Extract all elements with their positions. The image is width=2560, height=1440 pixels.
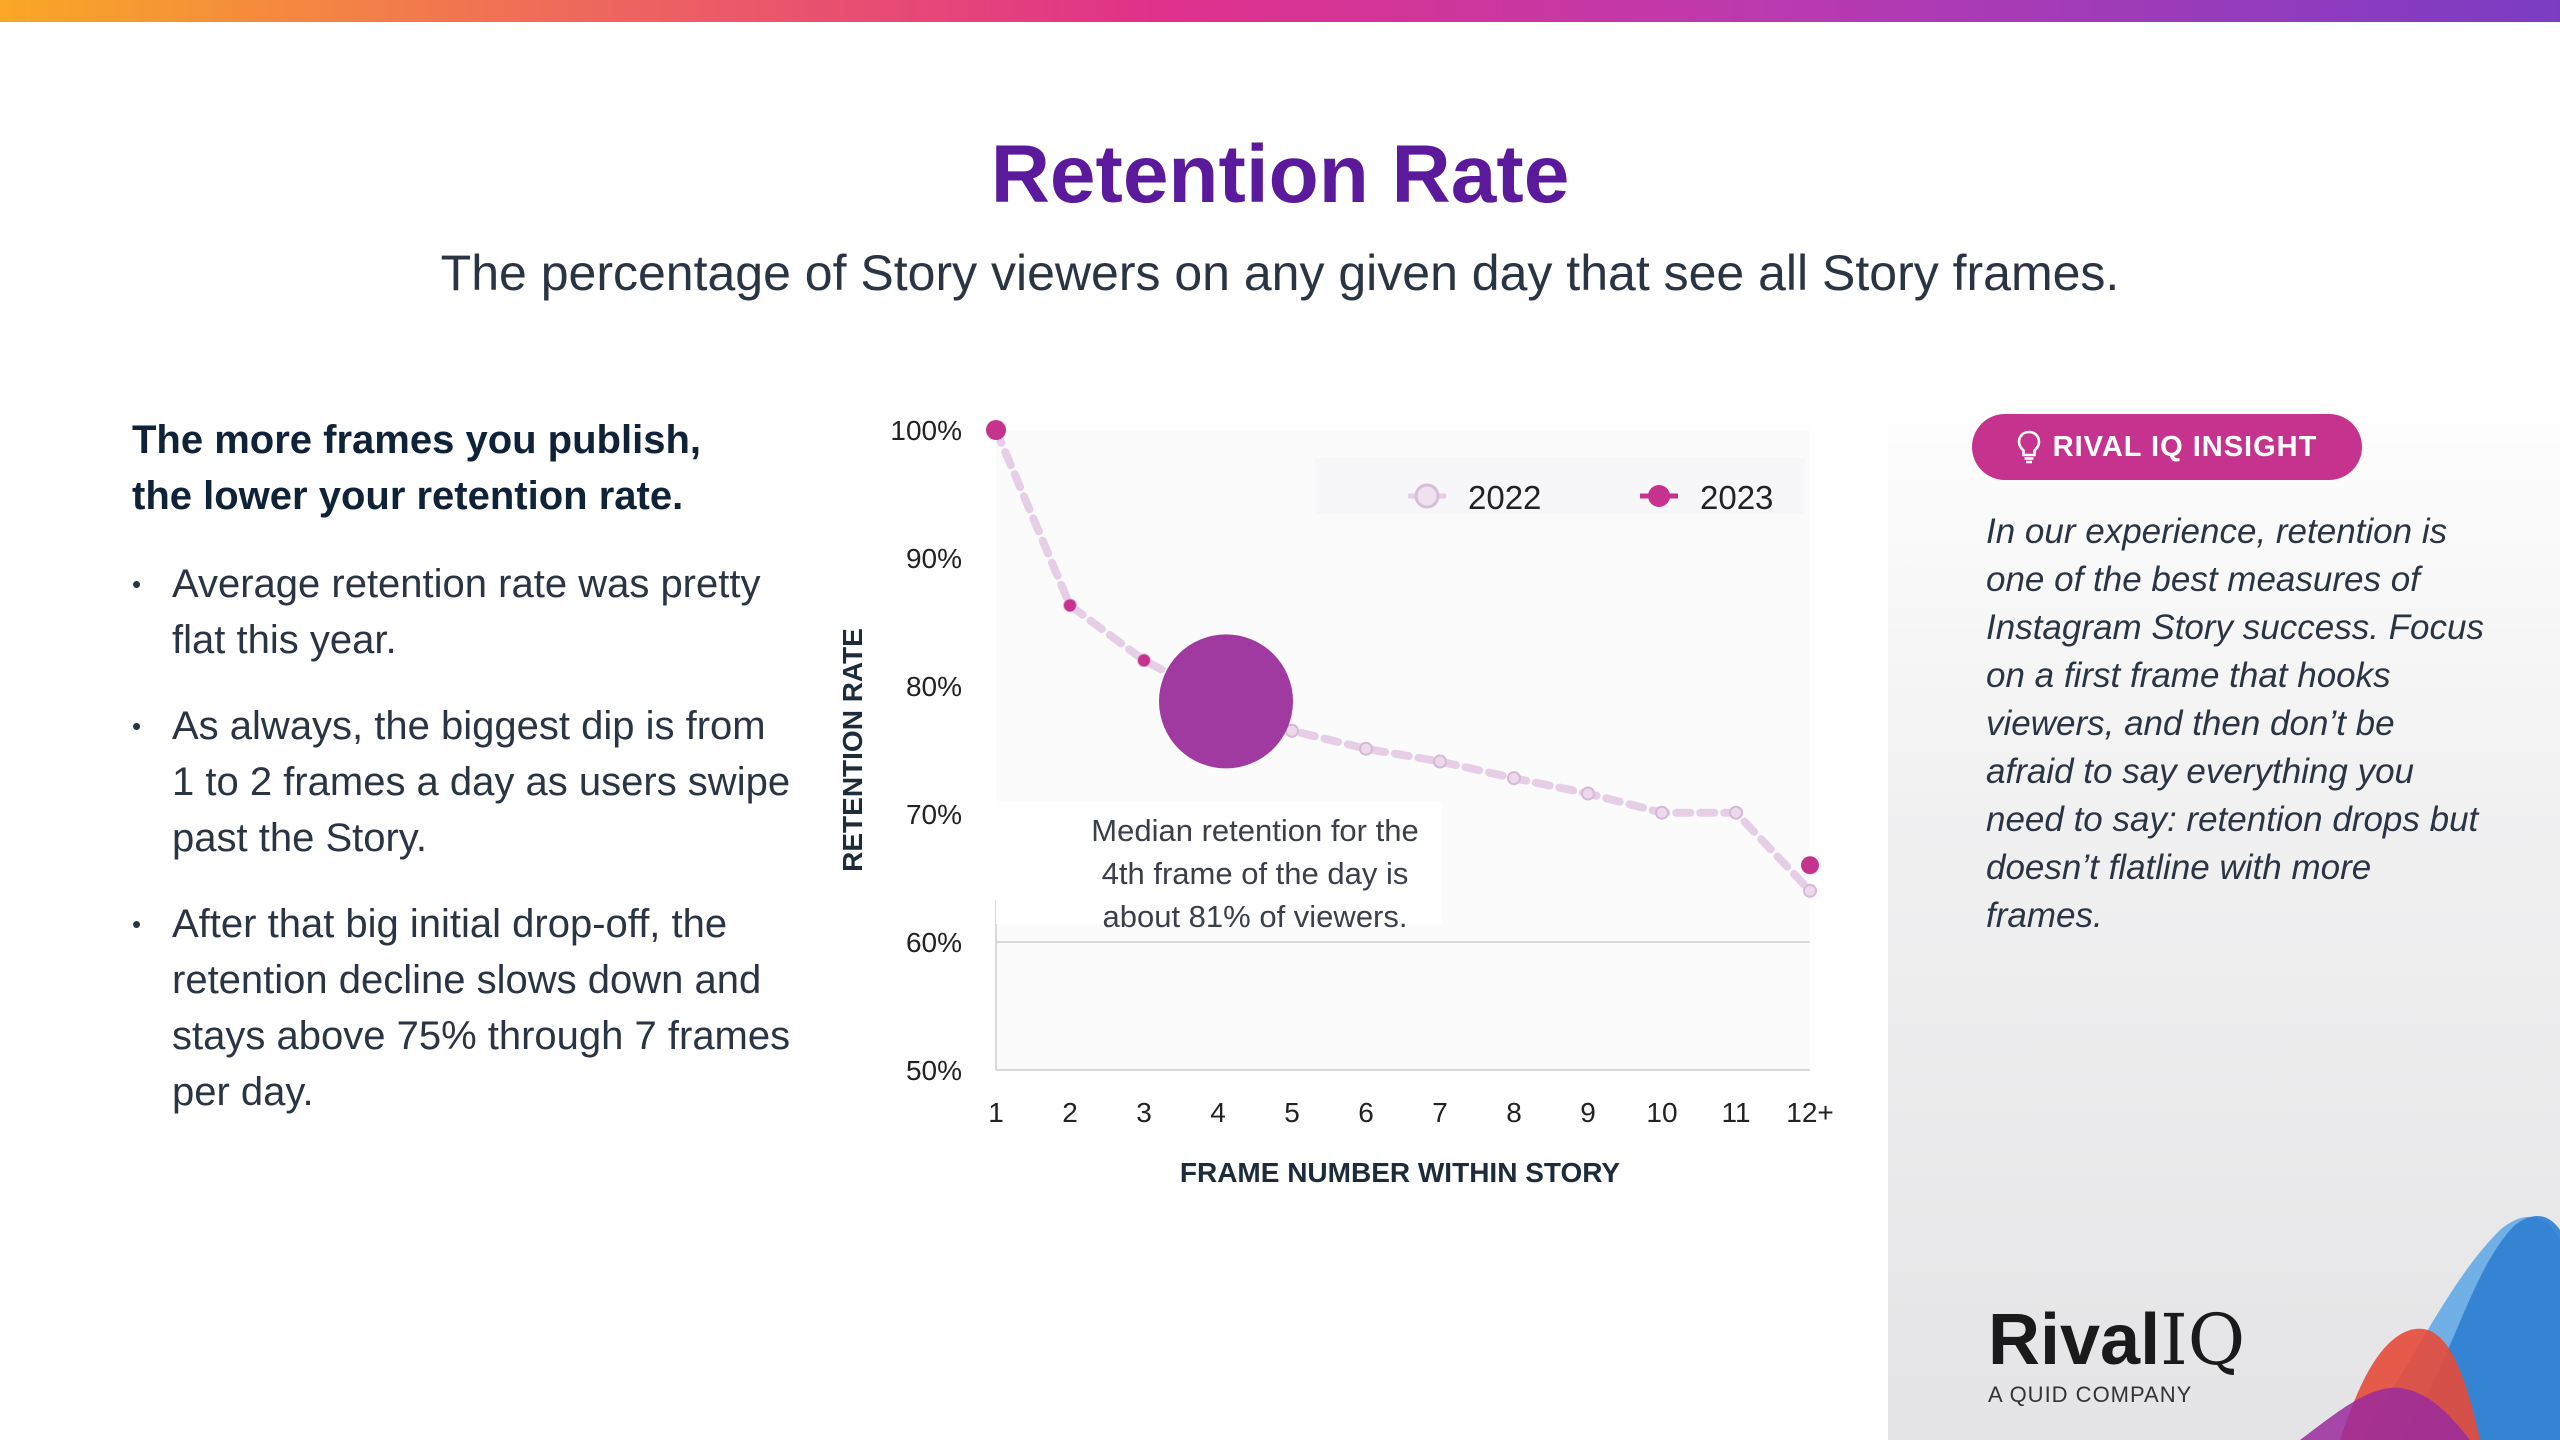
- series-2023-point: [1801, 856, 1819, 875]
- x-tick-label: 5: [1284, 1097, 1300, 1128]
- series-2023-point: [986, 420, 1006, 440]
- x-tick-label: 1: [988, 1097, 1004, 1128]
- lead-line-1: The more frames you publish,: [132, 418, 702, 462]
- highlight-layer: [1159, 634, 1293, 769]
- lead-line-2: the lower your retention rate.: [132, 474, 684, 518]
- series-2023: [986, 420, 1819, 875]
- logo-name-light: IQ: [2160, 1299, 2246, 1381]
- annotation-line-1: Median retention for the: [1091, 813, 1418, 848]
- page-subtitle: The percentage of Story viewers on any g…: [440, 245, 2120, 301]
- y-gridlines: [995, 900, 1810, 1071]
- annotation-mask: [996, 802, 1442, 924]
- top-gradient-bar: [0, 0, 2560, 22]
- series-2022-point: [1507, 771, 1521, 786]
- y-tick-label: 90%: [906, 543, 962, 574]
- x-tick-label: 10: [1646, 1097, 1677, 1128]
- insight-label: RIVAL IQ INSIGHT: [2052, 430, 2318, 463]
- series-2023-point: [1138, 654, 1150, 667]
- insight-text: In our experience, retention is one of t…: [1986, 512, 2484, 935]
- x-tick-label: 6: [1358, 1097, 1374, 1128]
- rival-iq-logo: RivalIQ A QUID COMPANY: [1988, 1304, 2245, 1408]
- y-tick-labels: 100% 90% 80% 70% 60% 50%: [890, 415, 962, 1086]
- x-tick-label: 11: [1721, 1097, 1750, 1128]
- left-panel: The more frames you publish, the lower y…: [132, 412, 792, 1150]
- series-2022-point: [1359, 741, 1373, 756]
- x-tick-label: 7: [1432, 1097, 1448, 1128]
- legend-2023-label: 2023: [1700, 479, 1773, 516]
- logo-wordmark: RivalIQ: [1988, 1304, 2245, 1376]
- series-2022-point: [1803, 883, 1817, 898]
- insight-panel: RIVAL IQ INSIGHT In our experience, rete…: [1888, 372, 2560, 1440]
- x-tick-label: 3: [1136, 1097, 1152, 1128]
- bullet-item: As always, the biggest dip is from 1 to …: [132, 698, 792, 866]
- bullet-item: Average retention rate was pretty flat t…: [132, 556, 792, 668]
- y-tick-label: 60%: [906, 927, 962, 958]
- wave-purple: [2300, 1387, 2470, 1440]
- page-title: Retention Rate: [990, 129, 1570, 220]
- insight-badge: RIVAL IQ INSIGHT: [1972, 414, 2362, 480]
- series-2022-point: [1433, 754, 1447, 769]
- highlight-bubble: [1159, 634, 1293, 769]
- legend-2022-marker: [1414, 483, 1440, 509]
- bullet-list: Average retention rate was pretty flat t…: [132, 556, 792, 1120]
- lightbulb-icon: [2017, 430, 2040, 464]
- logo-name-bold: Rival: [1988, 1300, 2161, 1380]
- x-axis-title: FRAME NUMBER WITHIN STORY: [1180, 1157, 1621, 1188]
- x-tick-labels: 1 2 3 4 5 6 7 8 9 10 11 12+: [988, 1097, 1834, 1128]
- x-tick-label: 8: [1506, 1097, 1522, 1128]
- x-tick-label: 4: [1210, 1097, 1226, 1128]
- y-axis-title: RETENTION RATE: [837, 628, 868, 872]
- x-tick-label: 2: [1062, 1097, 1078, 1128]
- series-2022-point: [1581, 786, 1595, 801]
- decorative-waves: [2300, 1215, 2560, 1440]
- retention-chart: 100% 90% 80% 70% 60% 50% 1 2 3 4 5 6 7 8 9 10 11 12+ Med…: [837, 415, 1834, 1188]
- series-2023-point: [1064, 599, 1076, 612]
- series-2022-line: [992, 426, 1814, 895]
- series-2022-point: [1729, 805, 1743, 820]
- series-2022-point: [1655, 805, 1669, 820]
- y-tick-label: 70%: [906, 799, 962, 830]
- legend-2022-label: 2022: [1468, 479, 1541, 516]
- y-tick-label: 100%: [890, 415, 962, 446]
- x-tick-label: 9: [1580, 1097, 1596, 1128]
- lead-statement: The more frames you publish, the lower y…: [132, 412, 792, 524]
- x-tick-label: 12+: [1786, 1097, 1834, 1128]
- legend-2023-marker: [1648, 485, 1670, 507]
- bullet-item: After that big initial drop-off, the ret…: [132, 896, 792, 1120]
- y-tick-label: 50%: [906, 1055, 962, 1086]
- annotation-line-3: about 81% of viewers.: [1102, 899, 1407, 934]
- y-tick-label: 80%: [906, 671, 962, 702]
- legend-box: [1315, 458, 1805, 514]
- annotation-line-2: 4th frame of the day is: [1102, 856, 1409, 891]
- plot-area: [996, 430, 1810, 1070]
- logo-tagline: A QUID COMPANY: [1988, 1382, 2193, 1407]
